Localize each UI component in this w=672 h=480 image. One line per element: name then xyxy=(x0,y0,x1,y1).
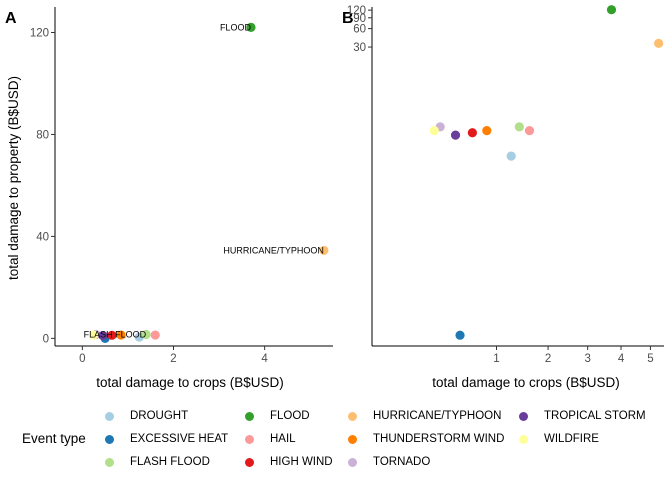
panel-b-x-tick-label: 5 xyxy=(647,353,653,365)
legend-item: TROPICAL STORM xyxy=(514,406,646,426)
legend-item: THUNDERSTORM WIND xyxy=(343,429,504,449)
legend-swatch xyxy=(348,457,357,467)
panel-a-y-tick-label: 0 xyxy=(43,333,49,345)
legend-swatch xyxy=(245,411,254,421)
point-tropical-storm xyxy=(450,130,461,140)
panel-a-y-tick-label: 40 xyxy=(36,231,49,243)
legend: Event type DROUGHT EXCESSIVE HEAT FLASH FL… xyxy=(18,402,668,476)
legend-swatch xyxy=(348,434,357,444)
panel-tag-a: A xyxy=(5,10,17,27)
legend-label: WILDFIRE xyxy=(544,433,599,445)
point-thunderstorm-wind xyxy=(482,126,492,136)
legend-label: TROPICAL STORM xyxy=(544,410,646,422)
point-flood xyxy=(246,22,256,32)
legend-label: THUNDERSTORM WIND xyxy=(373,433,505,445)
point-hurricane-typhoon xyxy=(319,245,329,256)
legend-swatch xyxy=(105,457,114,467)
legend-swatch xyxy=(245,457,254,467)
legend-swatch xyxy=(105,411,114,421)
point-excessive-heat xyxy=(455,330,465,340)
legend-swatch xyxy=(245,434,254,444)
panel-b-y-tick-label: 30 xyxy=(353,42,366,54)
point-wildfire xyxy=(429,126,439,136)
legend-swatch xyxy=(348,411,357,421)
legend-label: HURRICANE/TYPHOON xyxy=(373,410,502,422)
panel-b-x-tick-label: 4 xyxy=(618,353,625,365)
panel-b-x-tick-label: 2 xyxy=(545,353,551,365)
point-wildfire xyxy=(89,330,99,340)
legend-label: FLOOD xyxy=(270,410,310,422)
panel-tag-b: B xyxy=(342,10,354,27)
legend-item: FLASH FLOOD xyxy=(100,452,210,472)
panel-b-x-axis-title: total damage to crops (B$USD) xyxy=(432,375,620,390)
point-high-wind xyxy=(467,128,477,138)
point-hurricane-typhoon xyxy=(654,38,664,48)
legend-item: FLOOD xyxy=(240,406,310,426)
legend-item: DROUGHT xyxy=(100,406,188,426)
legend-label: HIGH WIND xyxy=(270,456,333,468)
panel-a-x-tick-label: 4 xyxy=(261,353,268,365)
panel-a-y-tick-label: 120 xyxy=(30,27,49,39)
point-label-flood: FLOOD xyxy=(220,22,252,32)
panel-b-y-tick-label: 120 xyxy=(347,5,366,17)
legend-item: HAIL xyxy=(240,429,296,449)
point-drought xyxy=(506,151,516,161)
panel-a-y-tick-label: 80 xyxy=(36,129,49,141)
point-label-hurricane-typhoon: HURRICANE/TYPHOON xyxy=(223,245,324,255)
point-hail xyxy=(524,126,535,136)
legend-item: HURRICANE/TYPHOON xyxy=(343,406,501,426)
point-high-wind xyxy=(107,330,117,340)
legend-item: EXCESSIVE HEAT xyxy=(100,429,228,449)
point-hail xyxy=(150,330,160,340)
panel-b-y-tick-label: 90 xyxy=(353,13,366,25)
panel-b-x-tick-label: 3 xyxy=(584,353,590,365)
legend-title: Event type xyxy=(22,431,86,446)
legend-swatch xyxy=(519,411,528,421)
panel-a-x-tick-label: 0 xyxy=(79,353,85,365)
legend-item: HIGH WIND xyxy=(240,452,333,472)
panel-b-x-tick-label: 1 xyxy=(493,353,499,365)
legend-item: TORNADO xyxy=(343,452,430,472)
legend-label: TORNADO xyxy=(373,456,431,468)
legend-label: FLASH FLOOD xyxy=(130,456,210,468)
point-flash-flood xyxy=(141,329,151,340)
legend-item: WILDFIRE xyxy=(514,429,599,449)
legend-swatch xyxy=(105,434,114,444)
panel-b-y-tick-label: 60 xyxy=(353,24,366,36)
legend-label: EXCESSIVE HEAT xyxy=(130,433,229,445)
panel-a-x-tick-label: 2 xyxy=(170,353,176,365)
point-label-flash-flood: FLASH FLOOD xyxy=(84,330,147,340)
point-tropical-storm xyxy=(98,330,108,341)
legend-label: HAIL xyxy=(270,433,296,445)
legend-swatch xyxy=(519,434,528,444)
panel-a-y-axis-title: total damage to property (B$USD) xyxy=(6,76,21,280)
point-flood xyxy=(606,5,617,15)
panel-a-x-axis-title: total damage to crops (B$USD) xyxy=(96,375,284,390)
point-thunderstorm-wind xyxy=(116,330,126,340)
point-flash-flood xyxy=(514,122,524,132)
legend-label: DROUGHT xyxy=(130,410,189,422)
